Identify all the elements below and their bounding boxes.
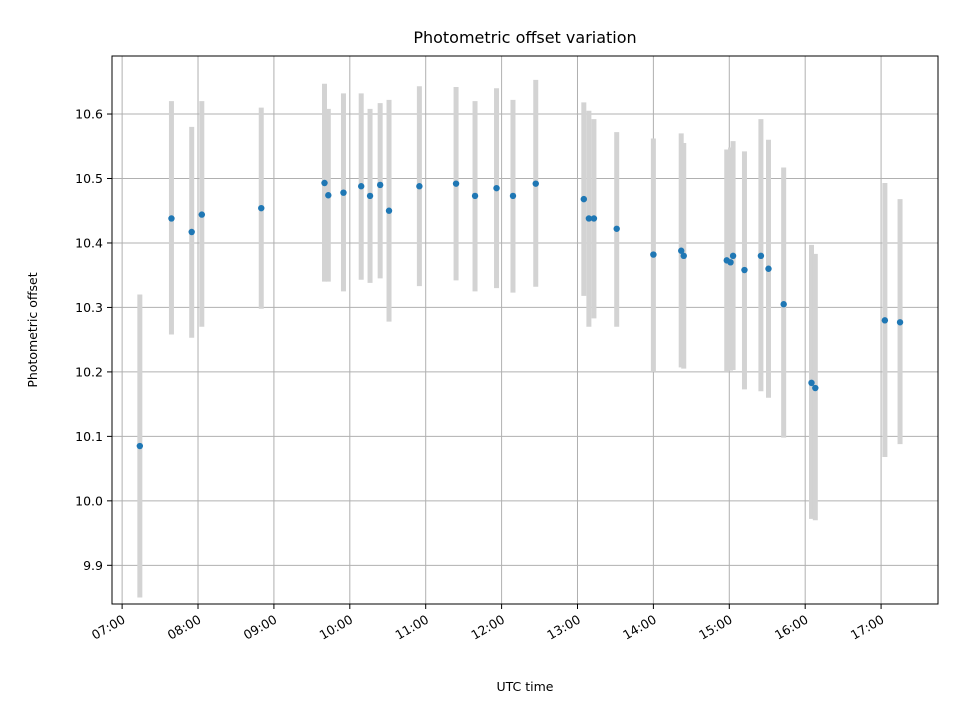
data-point bbox=[321, 179, 328, 187]
data-point bbox=[812, 384, 819, 392]
data-point bbox=[258, 204, 265, 212]
data-point bbox=[188, 228, 195, 236]
data-point bbox=[493, 184, 500, 192]
data-point bbox=[585, 215, 593, 222]
data-point bbox=[509, 192, 517, 200]
data-point bbox=[727, 259, 734, 266]
chart-title: Photometric offset variation bbox=[413, 28, 636, 47]
data-point bbox=[650, 251, 657, 258]
data-point bbox=[471, 192, 479, 200]
y-tick-label: 10.4 bbox=[75, 235, 103, 250]
data-point bbox=[896, 319, 904, 326]
data-point bbox=[416, 183, 423, 190]
data-point bbox=[532, 180, 539, 187]
y-axis-label: Photometric offset bbox=[25, 272, 40, 387]
data-point bbox=[780, 301, 787, 308]
data-point bbox=[198, 211, 206, 218]
data-point bbox=[757, 252, 765, 260]
y-tick-label: 10.3 bbox=[75, 300, 103, 315]
y-tick-label: 10.5 bbox=[75, 171, 103, 186]
data-point bbox=[357, 183, 365, 190]
data-point bbox=[881, 317, 889, 324]
data-point bbox=[590, 215, 598, 222]
y-tick-label: 10.1 bbox=[75, 429, 103, 444]
data-point bbox=[340, 189, 347, 196]
data-point bbox=[741, 266, 748, 274]
data-point bbox=[729, 252, 737, 260]
data-point bbox=[678, 247, 685, 254]
data-point bbox=[580, 195, 588, 203]
data-point bbox=[168, 215, 175, 222]
data-point bbox=[765, 265, 772, 272]
data-point bbox=[136, 442, 144, 450]
data-point bbox=[366, 192, 374, 200]
plot-frame bbox=[111, 55, 939, 605]
y-tick-label: 10.6 bbox=[75, 107, 103, 122]
data-point bbox=[808, 379, 815, 387]
data-point bbox=[325, 192, 332, 199]
data-points bbox=[136, 179, 904, 450]
data-point bbox=[376, 181, 384, 189]
data-point bbox=[613, 225, 620, 232]
x-axis-label: UTC time bbox=[497, 679, 554, 694]
data-point bbox=[452, 180, 460, 187]
y-tick-label: 9.9 bbox=[83, 558, 103, 573]
y-tick-label: 10.2 bbox=[75, 364, 103, 379]
data-point bbox=[680, 252, 687, 260]
y-tick-label: 10.0 bbox=[75, 493, 103, 508]
data-point bbox=[385, 207, 393, 214]
